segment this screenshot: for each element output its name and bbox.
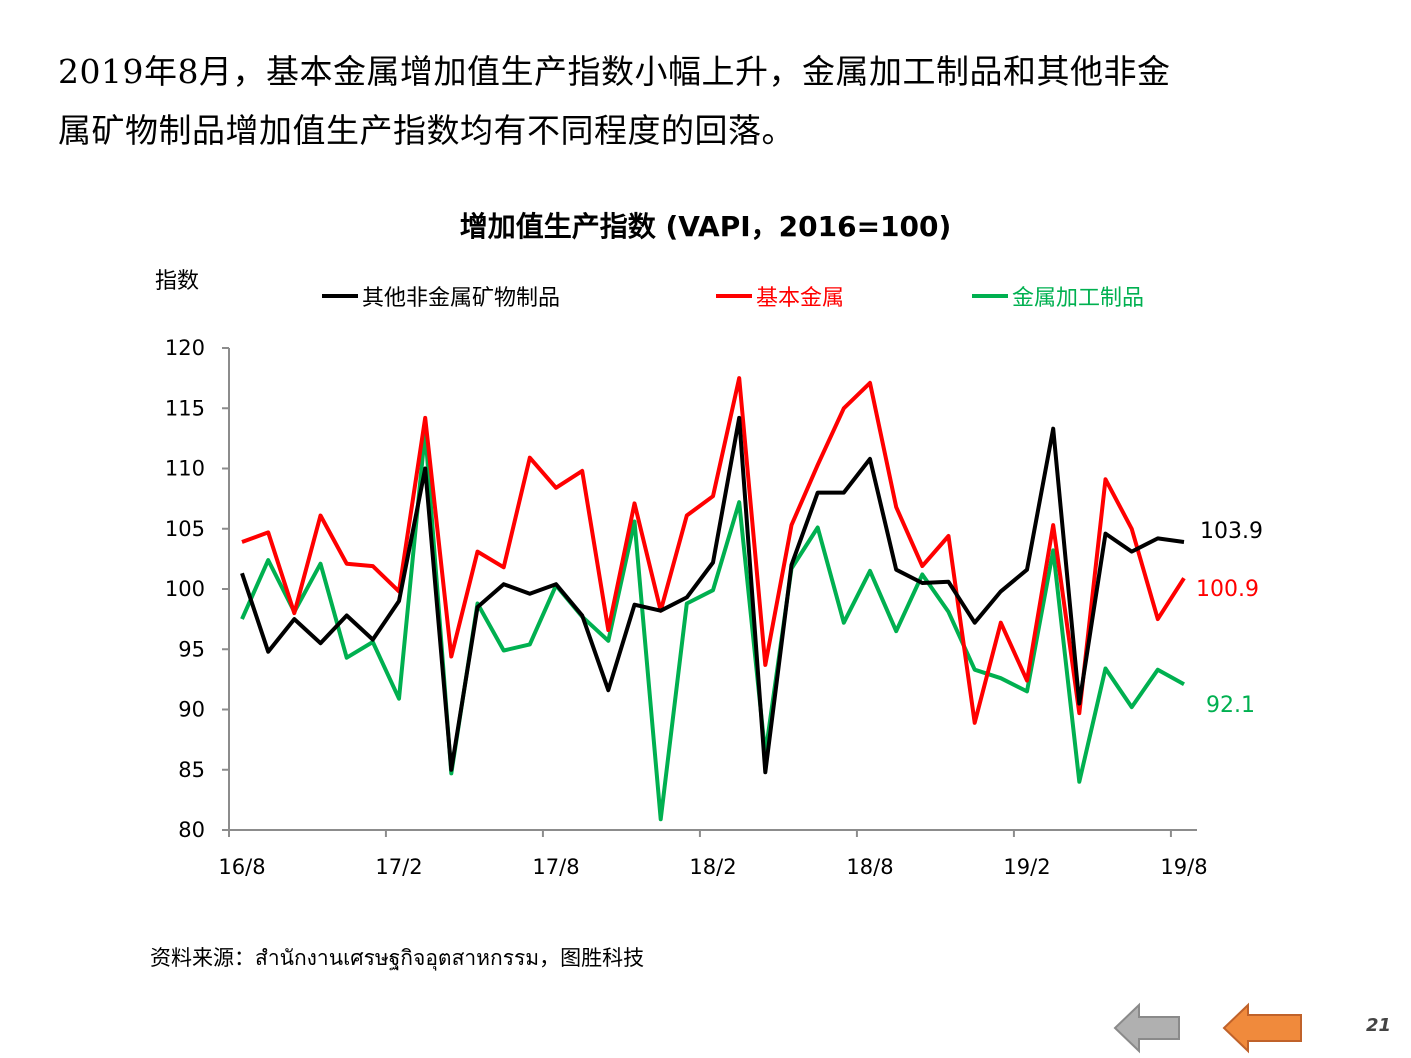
x-tick-label: 18/8 <box>846 855 893 879</box>
y-tick-label: 80 <box>178 818 205 842</box>
series-end-label: 100.9 <box>1196 577 1259 602</box>
y-tick-label: 85 <box>178 758 205 782</box>
headline: 2019年8月，基本金属增加值生产指数小幅上升，金属加工制品和其他非金 属矿物制… <box>58 42 1378 160</box>
y-tick-label: 105 <box>165 517 205 541</box>
left-arrow-icon-orange <box>1222 1002 1302 1054</box>
series-end-label: 92.1 <box>1206 693 1255 718</box>
legend-swatch-series-1 <box>322 294 358 298</box>
chart-legend: 其他非金属矿物制品 基本金属 金属加工制品 <box>0 280 1411 312</box>
legend-item-series-1: 其他非金属矿物制品 <box>322 280 560 312</box>
left-arrow-icon-gray <box>1113 1002 1180 1054</box>
y-tick-label: 95 <box>178 637 205 661</box>
chart-title: 增加值生产指数 (VAPI，2016=100) <box>459 210 952 243</box>
x-tick-label: 18/2 <box>689 855 736 879</box>
y-tick-label: 120 <box>165 336 205 360</box>
series-line-fabricated-metal <box>240 429 1185 822</box>
x-tick-label: 16/8 <box>218 855 265 879</box>
y-tick-label: 110 <box>165 457 205 481</box>
y-tick-label: 100 <box>165 577 205 601</box>
x-tick-label: 17/8 <box>532 855 579 879</box>
x-tick-label: 19/2 <box>1003 855 1050 879</box>
series-end-label: 103.9 <box>1200 519 1263 544</box>
legend-item-series-3: 金属加工制品 <box>972 280 1144 312</box>
y-tick-label: 115 <box>165 396 205 420</box>
y-axis-label: 指数 <box>155 269 200 294</box>
series-line-other-nonmetallic <box>240 415 1185 775</box>
legend-item-series-2: 基本金属 <box>716 280 844 312</box>
x-tick-label: 19/8 <box>1160 855 1207 879</box>
page-number: 21 <box>1365 1015 1391 1036</box>
headline-line-1: 2019年8月，基本金属增加值生产指数小幅上升，金属加工制品和其他非金 <box>58 52 1171 91</box>
legend-swatch-series-3 <box>972 294 1008 298</box>
source-note: 资料来源：สำนักงานเศรษฐกิจอุตสาหกรรม，图胜科技 <box>150 946 645 970</box>
series-line-basic-metals <box>241 376 1186 725</box>
legend-label-series-3: 金属加工制品 <box>1012 286 1145 311</box>
legend-swatch-series-2 <box>716 294 752 298</box>
previous-page-button[interactable] <box>1113 1002 1183 1054</box>
y-tick-label: 90 <box>178 698 205 722</box>
x-tick-label: 17/2 <box>375 855 422 879</box>
legend-label-series-2: 基本金属 <box>756 286 845 311</box>
legend-label-series-1: 其他非金属矿物制品 <box>362 286 561 311</box>
headline-line-2: 属矿物制品增加值生产指数均有不同程度的回落。 <box>58 111 795 150</box>
next-page-button[interactable] <box>1222 1002 1304 1054</box>
